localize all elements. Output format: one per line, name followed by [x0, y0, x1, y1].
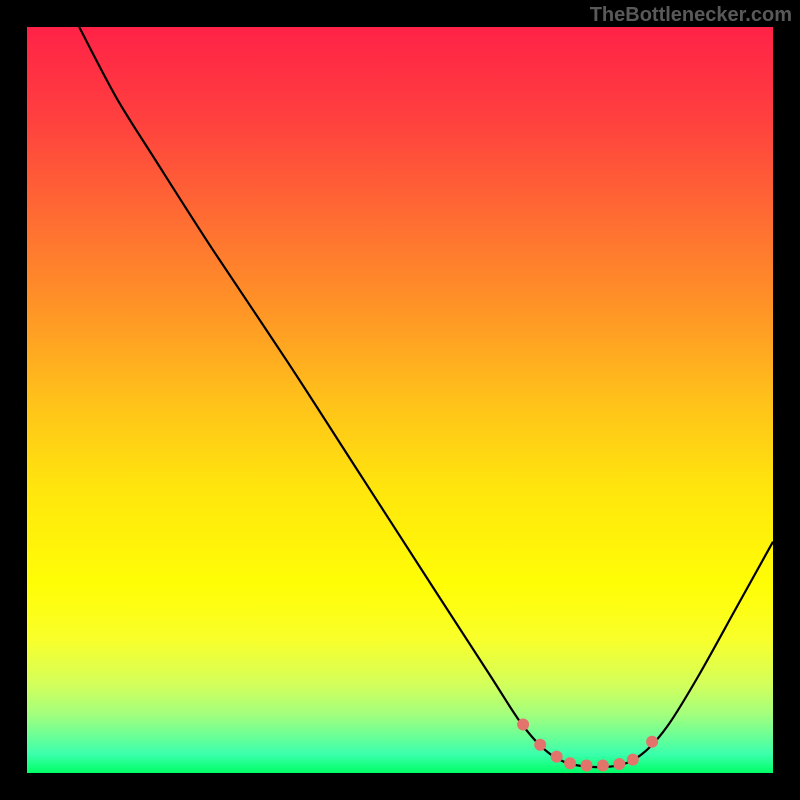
watermark-text: TheBottlenecker.com: [590, 4, 792, 27]
curve-marker: [534, 739, 546, 751]
curve-markers: [517, 719, 658, 772]
curve-marker: [613, 758, 625, 770]
curve-marker: [581, 760, 593, 772]
curve-marker: [597, 760, 609, 772]
chart-curve-layer: [27, 27, 773, 773]
bottleneck-curve: [79, 27, 773, 767]
curve-marker: [517, 719, 529, 731]
curve-marker: [564, 757, 576, 769]
chart-plot-area: [27, 27, 773, 773]
curve-marker: [627, 754, 639, 766]
curve-marker: [646, 736, 658, 748]
curve-marker: [551, 751, 563, 763]
